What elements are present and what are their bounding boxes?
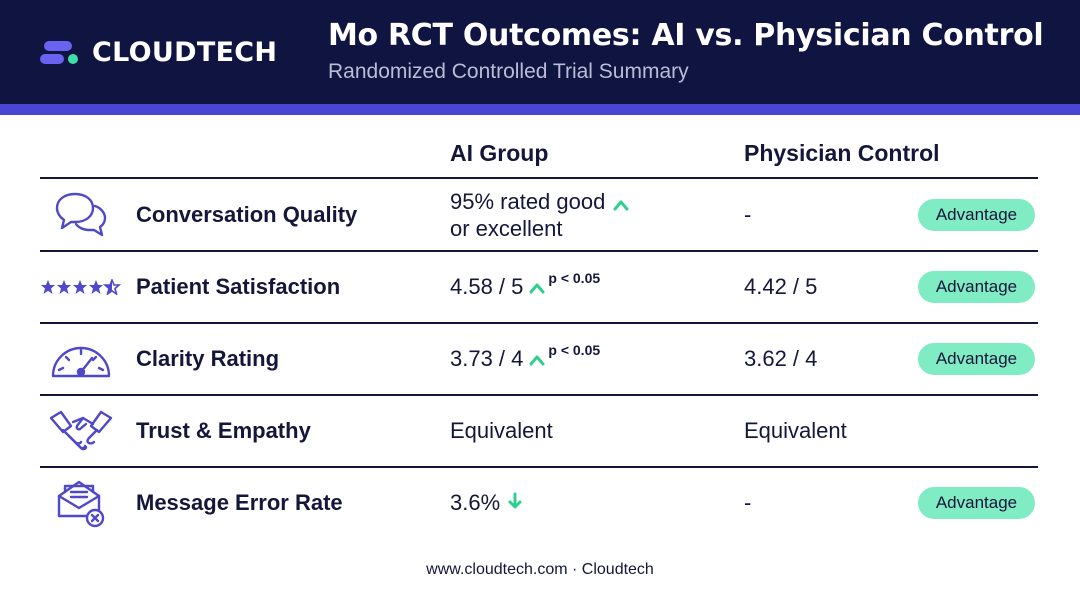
row-label: Patient Satisfaction bbox=[136, 274, 341, 299]
logo-mark-icon bbox=[40, 37, 90, 67]
chat-bubbles-icon bbox=[40, 180, 122, 250]
physician-value: - bbox=[744, 490, 752, 515]
table-row: Conversation Quality 95% rated good or e… bbox=[40, 180, 1038, 250]
column-header-physician: Physician Control bbox=[744, 140, 940, 166]
footer-text: www.cloudtech.com · Cloudtech bbox=[426, 561, 654, 578]
advantage-badge: Advantage bbox=[918, 199, 1035, 231]
ai-value-text: 3.73 / 4 bbox=[450, 346, 524, 371]
physician-value: 4.42 / 5 bbox=[744, 274, 818, 299]
envelope-error-icon bbox=[40, 468, 122, 538]
column-header-ai: AI Group bbox=[450, 140, 549, 166]
table-divider bbox=[40, 322, 1038, 324]
trend-up-icon bbox=[529, 274, 545, 300]
gauge-icon bbox=[40, 324, 122, 394]
table-row: Clarity Rating 3.73 / 4 p < 0.05 3.62 / … bbox=[40, 324, 1038, 394]
ai-value-text: 4.58 / 5 bbox=[450, 274, 524, 299]
page-subtitle: Randomized Controlled Trial Summary bbox=[328, 60, 689, 83]
logo: CLOUDTECH bbox=[40, 34, 277, 70]
p-value: p < 0.05 bbox=[548, 270, 601, 286]
table-divider bbox=[40, 177, 1038, 179]
ai-value: 4.58 / 5 p < 0.05 bbox=[450, 252, 600, 322]
p-value: p < 0.05 bbox=[548, 342, 601, 358]
trend-up-icon bbox=[613, 190, 629, 217]
header-stripe bbox=[0, 104, 1080, 115]
table-divider bbox=[40, 250, 1038, 252]
row-label: Clarity Rating bbox=[136, 346, 280, 371]
row-label: Trust & Empathy bbox=[136, 418, 311, 443]
ai-value: 95% rated good or excellent bbox=[450, 180, 629, 250]
advantage-badge: Advantage bbox=[918, 271, 1035, 303]
table-row: Message Error Rate 3.6% - Advantage bbox=[40, 468, 1038, 538]
stars-rating-icon bbox=[40, 252, 122, 322]
physician-value: Equivalent bbox=[744, 418, 847, 443]
handshake-icon bbox=[40, 396, 122, 466]
ai-value: 3.6% bbox=[450, 468, 522, 538]
trend-up-icon bbox=[529, 346, 545, 372]
header-banner: CLOUDTECH Mo RCT Outcomes: AI vs. Physic… bbox=[0, 0, 1080, 104]
ai-value-text: 3.6% bbox=[450, 490, 501, 515]
trend-down-icon bbox=[508, 490, 522, 516]
ai-value-line2: or excellent bbox=[450, 216, 563, 241]
physician-value: 3.62 / 4 bbox=[744, 346, 818, 371]
table-divider bbox=[40, 466, 1038, 468]
ai-value: Equivalent bbox=[450, 418, 553, 443]
physician-value: - bbox=[744, 202, 752, 227]
advantage-badge: Advantage bbox=[918, 343, 1035, 375]
logo-text: CLOUDTECH bbox=[92, 36, 278, 68]
ai-value: 3.73 / 4 p < 0.05 bbox=[450, 324, 600, 394]
row-label: Conversation Quality bbox=[136, 202, 358, 227]
table-row: Patient Satisfaction 4.58 / 5 p < 0.05 4… bbox=[40, 252, 1038, 322]
advantage-badge: Advantage bbox=[918, 487, 1035, 519]
row-label: Message Error Rate bbox=[136, 490, 343, 515]
page-title: Mo RCT Outcomes: AI vs. Physician Contro… bbox=[328, 18, 1044, 53]
ai-value-line1: 95% rated good bbox=[450, 189, 606, 214]
table-divider bbox=[40, 394, 1038, 396]
table-row: Trust & Empathy Equivalent Equivalent bbox=[40, 396, 1038, 466]
